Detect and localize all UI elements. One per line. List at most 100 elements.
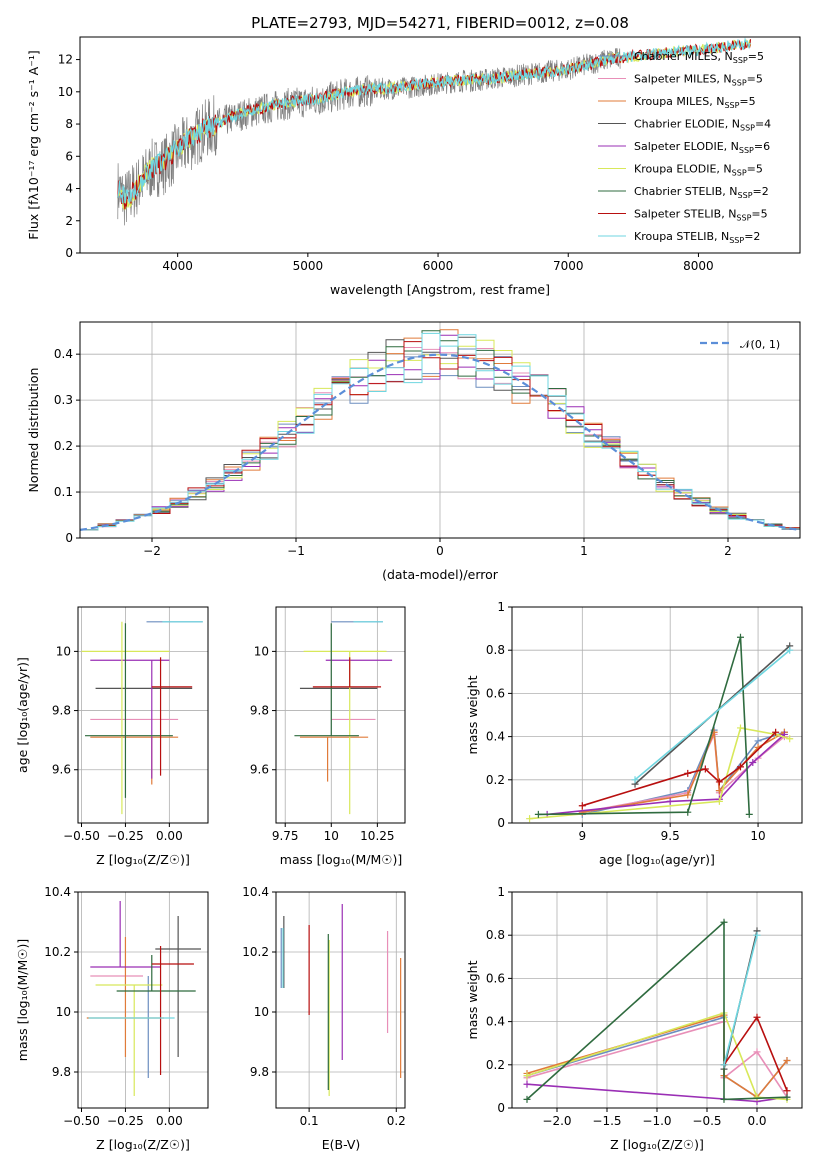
spectrum-xlabel: wavelength [Angstrom, rest frame] xyxy=(330,282,550,297)
spectrum-ylabel: Flux [fλ10⁻¹⁷ erg cm⁻² s⁻¹ A⁻¹] xyxy=(26,50,41,239)
age-vs-Z-frame xyxy=(77,606,209,824)
spectrum-legend: Chabrier MILES, NSSP=5 Salpeter MILES, NS… xyxy=(598,50,771,245)
residual-ylabel: Normed distribution xyxy=(26,368,41,493)
y-tick-label: 10.2 xyxy=(44,945,71,959)
legend-entry: Chabrier ELODIE, NSSP=4 xyxy=(634,118,771,133)
x-tick-label: −0.25 xyxy=(107,829,144,843)
x-tick-label: 0.2 xyxy=(387,1114,406,1128)
mass-vs-Z-xlabel: Z [log₁₀(Z/Z☉)] xyxy=(96,1137,190,1152)
x-tick-label: 10 xyxy=(324,829,339,843)
y-tick-label: 9.6 xyxy=(52,763,71,777)
legend-entry: 𝒩(0, 1) xyxy=(740,338,780,351)
y-tick-label: 0.8 xyxy=(486,643,505,657)
weight-marker xyxy=(715,778,723,786)
weight-vs-age-panel: 9 9.5 10 0 0.2 0.4 0.6 0.8 1 age [log₁₀(age/yr)]… xyxy=(465,600,803,867)
y-tick-label: 0 xyxy=(65,246,73,260)
x-tick-label: −1 xyxy=(287,544,305,558)
weight-marker xyxy=(701,765,709,773)
legend-entry: Kroupa STELIB, NSSP=2 xyxy=(634,230,760,245)
y-tick-label: 0 xyxy=(497,816,505,830)
x-tick-label: 0.0 xyxy=(747,1114,766,1128)
weight-marker xyxy=(631,776,639,784)
mass-vs-Z-frame xyxy=(77,891,209,1109)
age-vs-Z-panel: −0.50 −0.25 0.00 9.6 9.8 10 Z [log₁₀(Z/Z☉)] a… xyxy=(15,606,209,867)
y-tick-label: 0.2 xyxy=(486,773,505,787)
y-tick-label: 2 xyxy=(65,214,73,228)
residual-panel: −2 −1 0 1 200.10.20.30.4 (data-model)/error … xyxy=(26,321,801,582)
y-tick-label: 10 xyxy=(58,85,73,99)
y-tick-label: 0.4 xyxy=(486,1015,505,1029)
residual-xlabel: (data-model)/error xyxy=(382,567,499,582)
weight-line xyxy=(526,920,788,1101)
weight-marker xyxy=(534,810,542,818)
age-vs-mass-frame xyxy=(275,606,406,824)
age-vs-Z-ylabel: age [log₁₀(age/yr)] xyxy=(15,657,30,773)
y-tick-label: 0.4 xyxy=(486,730,505,744)
y-tick-label: 10 xyxy=(56,1005,71,1019)
y-tick-label: 1 xyxy=(497,600,505,614)
y-tick-label: 0.6 xyxy=(486,686,505,700)
y-tick-label: 10.2 xyxy=(242,945,269,959)
legend-entry: Chabrier STELIB, NSSP=2 xyxy=(634,185,769,200)
weight-marker xyxy=(720,918,728,926)
weight-line xyxy=(582,731,777,807)
weight-marker xyxy=(526,815,534,823)
spectrum-title: PLATE=2793, MJD=54271, FIBERID=0012, z=0… xyxy=(251,14,629,32)
y-tick-label: 1 xyxy=(497,885,505,899)
weight-line xyxy=(634,649,791,781)
y-tick-label: 9.8 xyxy=(250,704,269,718)
x-tick-label: −0.50 xyxy=(63,1114,100,1128)
weight-marker xyxy=(684,808,692,816)
x-tick-label: −2 xyxy=(143,544,161,558)
x-tick-label: −0.50 xyxy=(63,829,100,843)
age-vs-Z-xlabel: Z [log₁₀(Z/Z☉)] xyxy=(96,852,190,867)
weight-marker xyxy=(684,791,692,799)
weight-marker xyxy=(666,797,674,805)
weight-marker xyxy=(786,646,794,654)
legend-entry: Salpeter MILES, NSSP=5 xyxy=(634,73,763,88)
y-tick-label: 10 xyxy=(56,644,71,658)
histogram-line xyxy=(80,332,800,531)
y-tick-label: 0.6 xyxy=(486,971,505,985)
weight-marker xyxy=(783,1093,791,1101)
x-tick-label: −1.0 xyxy=(642,1114,671,1128)
weight-marker xyxy=(715,797,723,805)
weight-marker xyxy=(720,1061,728,1069)
x-tick-label: 4000 xyxy=(162,259,193,273)
x-tick-label: 10 xyxy=(750,829,765,843)
y-tick-label: 0.8 xyxy=(486,928,505,942)
weight-marker xyxy=(745,810,753,818)
x-tick-label: 2 xyxy=(724,544,732,558)
y-tick-label: 9.6 xyxy=(250,763,269,777)
y-tick-label: 0.2 xyxy=(54,439,73,453)
spectrum-panel: PLATE=2793, MJD=54271, FIBERID=0012, z=0… xyxy=(26,14,801,297)
x-tick-label: 9.5 xyxy=(661,829,680,843)
weight-marker xyxy=(786,735,794,743)
x-tick-label: −0.5 xyxy=(692,1114,721,1128)
y-tick-label: 0.3 xyxy=(54,393,73,407)
y-tick-label: 12 xyxy=(58,53,73,67)
weight-marker xyxy=(578,802,586,810)
x-tick-label: 0.00 xyxy=(156,1114,183,1128)
weight-marker xyxy=(736,724,744,732)
weight-line xyxy=(723,935,758,1065)
x-tick-label: 9 xyxy=(578,829,586,843)
weight-marker xyxy=(753,1013,761,1021)
weight-vs-Z-panel: −2.0 −1.5 −1.0 −0.5 0.0 0 0.2 0.4 0.6 0.8 1 Z [log… xyxy=(465,885,803,1152)
weight-vs-age-xlabel: age [log₁₀(age/yr)] xyxy=(599,852,715,867)
x-tick-label: −0.25 xyxy=(107,1114,144,1128)
weight-marker xyxy=(523,1072,531,1080)
legend-entry: Chabrier MILES, NSSP=5 xyxy=(634,50,764,65)
weight-line xyxy=(582,729,785,816)
x-tick-label: −1.5 xyxy=(592,1114,621,1128)
y-tick-label: 4 xyxy=(65,182,73,196)
weight-vs-Z-xlabel: Z [log₁₀(Z/Z☉)] xyxy=(610,1137,704,1152)
y-tick-label: 0 xyxy=(497,1101,505,1115)
x-tick-label: 1 xyxy=(580,544,588,558)
y-tick-label: 10 xyxy=(254,1005,269,1019)
weight-marker xyxy=(736,633,744,641)
weight-marker xyxy=(783,1056,791,1064)
y-tick-label: 9.8 xyxy=(52,1065,71,1079)
y-tick-label: 10 xyxy=(254,644,269,658)
mass-vs-EBV-panel: 0.1 0.2 9.8 10 10.2 10.4 E(B-V) xyxy=(242,885,406,1152)
